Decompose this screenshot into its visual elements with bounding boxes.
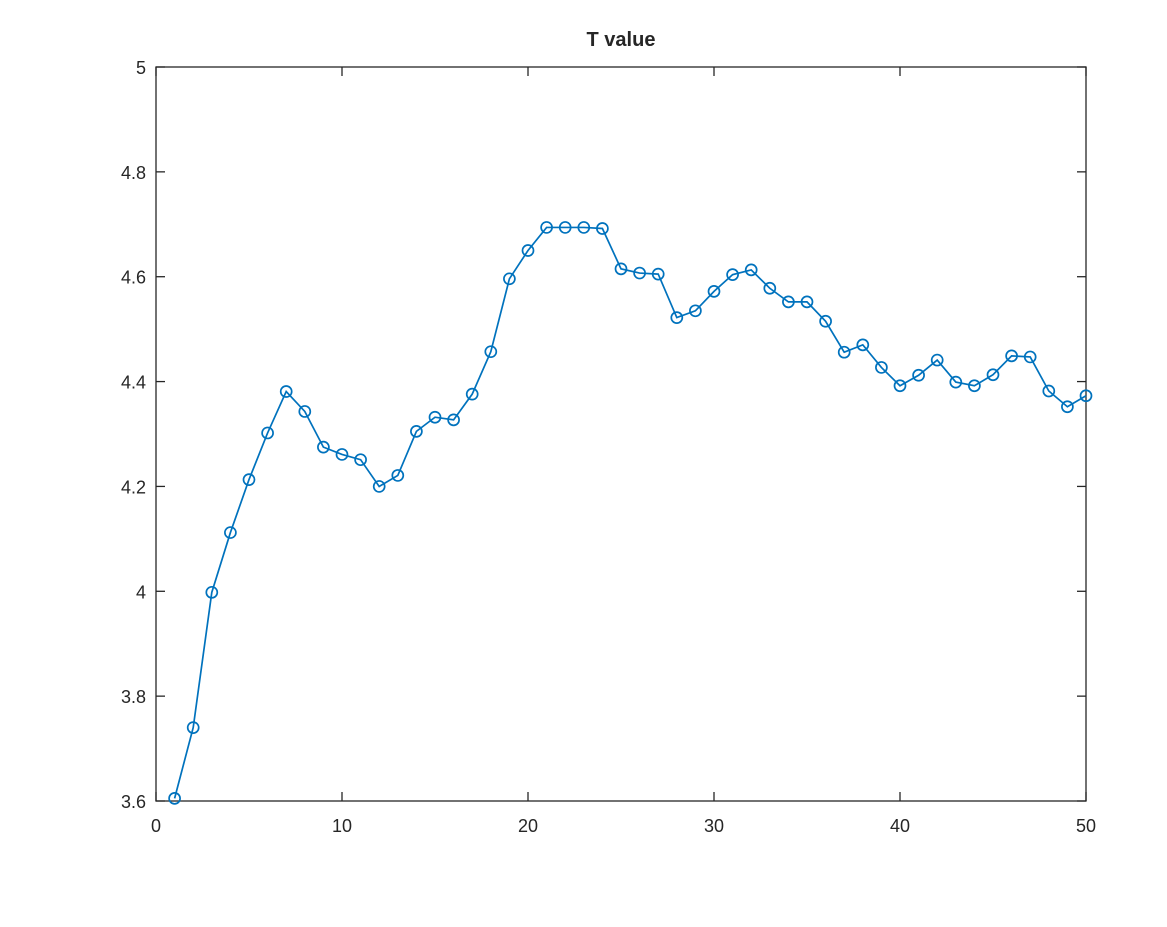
- data-point: [317, 440, 330, 454]
- data-point: [670, 311, 684, 324]
- data-point: [651, 267, 665, 281]
- x-axis: 0 10 20 30 40 50: [151, 67, 1096, 836]
- data-point: [837, 345, 851, 359]
- y-tick-label: 4.4: [121, 373, 146, 393]
- data-point: [391, 469, 405, 482]
- data-point: [856, 338, 870, 352]
- chart-title: T value: [587, 29, 656, 51]
- data-point: [298, 405, 312, 418]
- y-tick-label: 4: [136, 582, 146, 602]
- x-tick-label: 30: [704, 816, 724, 836]
- data-point: [1023, 350, 1037, 364]
- data-point: [986, 368, 1000, 382]
- data-point: [707, 285, 721, 298]
- data-point: [447, 413, 460, 427]
- data-point: [279, 385, 293, 398]
- data-point: [558, 221, 572, 234]
- data-point: [465, 387, 479, 401]
- data-point: [1042, 384, 1056, 398]
- data-point: [1061, 400, 1074, 414]
- data-point: [372, 480, 386, 493]
- data-point: [242, 473, 256, 486]
- data-point: [503, 272, 516, 286]
- data-point: [893, 379, 907, 393]
- data-point: [819, 314, 832, 328]
- data-point: [540, 221, 553, 234]
- x-tick-label: 40: [890, 816, 910, 836]
- y-axis: 3.6 3.8 4 4.2 4.4 4.6 4.8 5: [121, 58, 1086, 812]
- data-point: [763, 281, 777, 295]
- data-point: [726, 268, 739, 281]
- y-tick-label: 4.6: [121, 268, 146, 288]
- plot-area-box: [155, 66, 1087, 802]
- data-point: [1005, 349, 1018, 363]
- data-point: [484, 345, 498, 359]
- data-point: [224, 526, 237, 539]
- data-point: [930, 353, 944, 367]
- data-point: [577, 221, 591, 234]
- data-point: [186, 721, 200, 734]
- data-point: [335, 448, 349, 461]
- data-point: [689, 304, 702, 318]
- data-point: [949, 375, 963, 389]
- series-line: [173, 226, 1087, 799]
- data-point: [633, 266, 646, 280]
- y-tick-label: 3.8: [121, 687, 146, 707]
- data-point: [596, 222, 609, 235]
- data-point: [428, 410, 442, 424]
- x-tick-label: 20: [518, 816, 538, 836]
- data-point: [968, 379, 981, 393]
- data-point: [168, 792, 181, 805]
- data-point: [521, 244, 535, 257]
- y-tick-label: 4.8: [121, 163, 146, 183]
- data-point: [614, 262, 628, 276]
- series-t-value: [168, 221, 1093, 805]
- x-tick-label: 10: [332, 816, 352, 836]
- data-point: [875, 361, 888, 374]
- data-point: [261, 426, 274, 440]
- data-point: [744, 263, 758, 277]
- data-point: [912, 368, 925, 382]
- data-point: [800, 295, 814, 309]
- data-point: [354, 453, 367, 467]
- y-tick-label: 5: [136, 58, 146, 78]
- data-point: [782, 295, 795, 309]
- x-tick-label: 50: [1076, 816, 1096, 836]
- data-point: [410, 425, 423, 438]
- y-tick-label: 4.2: [121, 477, 146, 497]
- y-tick-label: 3.6: [121, 792, 146, 812]
- data-point: [205, 585, 219, 599]
- x-tick-label: 0: [151, 816, 161, 836]
- data-point: [1079, 389, 1093, 403]
